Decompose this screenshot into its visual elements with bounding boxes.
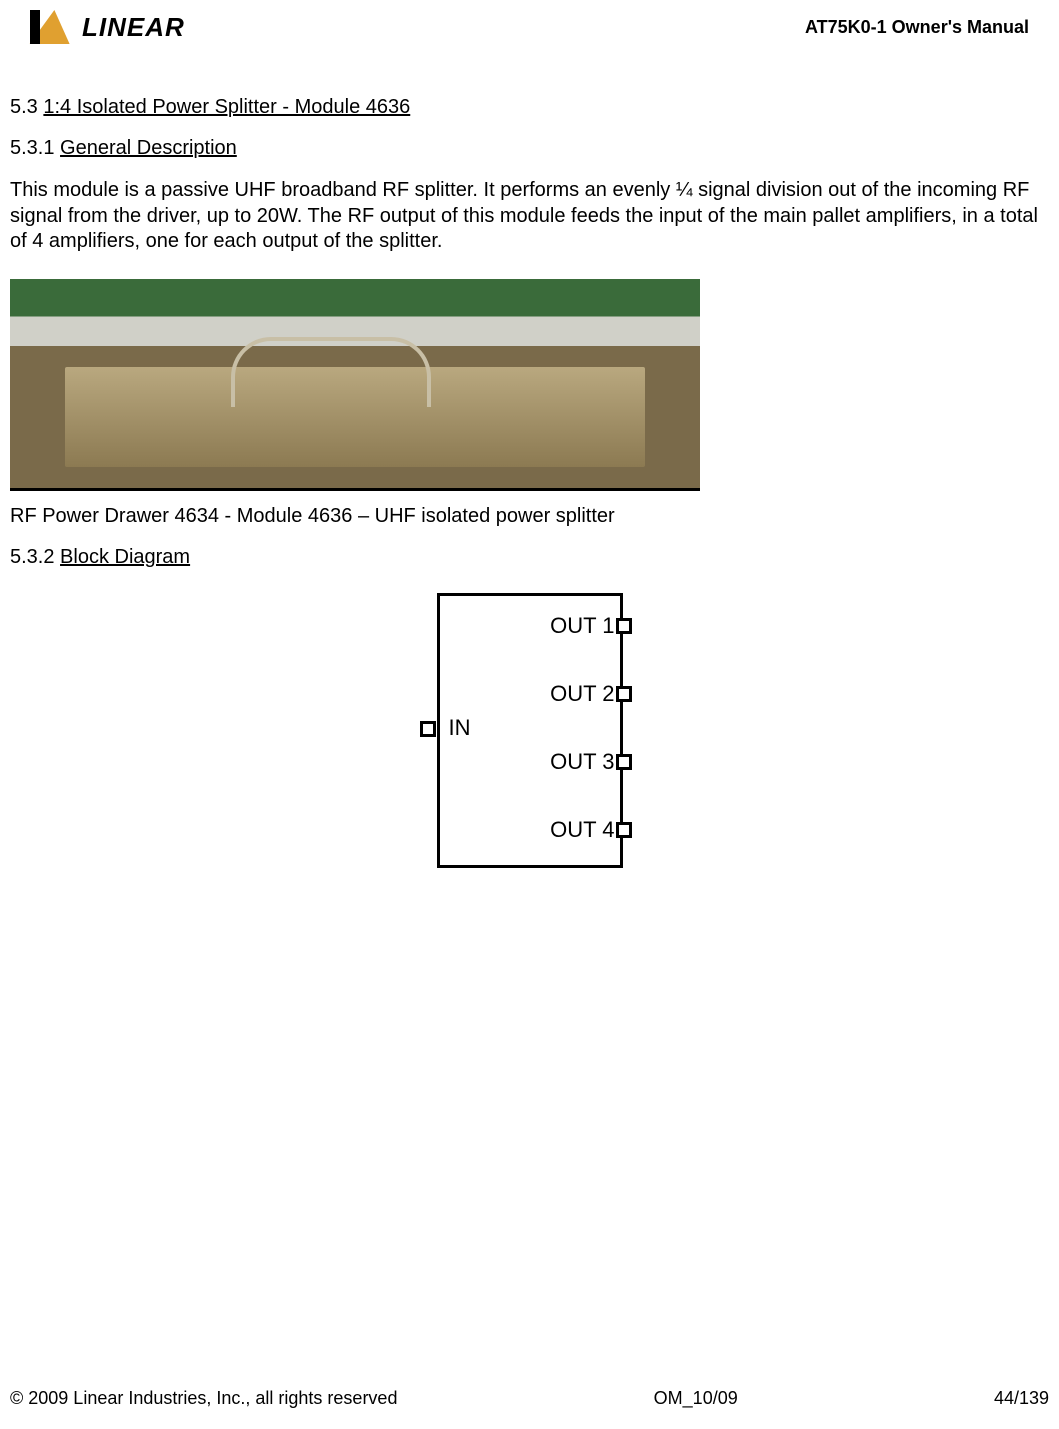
port-out-label: OUT 1	[550, 613, 614, 639]
port-out-connector-icon	[616, 686, 632, 702]
figure-caption: RF Power Drawer 4634 - Module 4636 – UHF…	[10, 505, 1049, 528]
block-diagram: IN OUT 1 OUT 2 OUT 3 OUT 4	[10, 593, 1049, 873]
logo-mark-icon	[30, 10, 76, 44]
footer-page-number: 44/139	[994, 1388, 1049, 1409]
body-paragraph: This module is a passive UHF broadband R…	[10, 178, 1049, 255]
port-out-connector-icon	[616, 618, 632, 634]
port-out-label: OUT 2	[550, 681, 614, 707]
subsection-number: 5.3.1	[10, 137, 54, 159]
section-title: 1:4 Isolated Power Splitter - Module 463…	[43, 96, 410, 118]
port-out-label: OUT 4	[550, 817, 614, 843]
splitter-diagram: IN OUT 1 OUT 2 OUT 3 OUT 4	[415, 593, 645, 873]
section-number: 5.3	[10, 96, 38, 118]
module-photo	[10, 279, 700, 491]
subsection-title: General Description	[60, 137, 237, 159]
page-content: 5.3 1:4 Isolated Power Splitter - Module…	[0, 52, 1059, 873]
subsection-number: 5.3.2	[10, 546, 54, 568]
port-in-connector-icon	[420, 721, 436, 737]
port-in-label: IN	[449, 715, 471, 741]
subsection-heading: 5.3.2 Block Diagram	[10, 546, 1049, 569]
footer-doc-code: OM_10/09	[654, 1388, 738, 1409]
document-title: AT75K0-1 Owner's Manual	[805, 17, 1029, 38]
logo-text: LINEAR	[82, 12, 185, 43]
photo-region-icon	[231, 337, 431, 407]
footer-copyright: © 2009 Linear Industries, Inc., all righ…	[10, 1388, 397, 1409]
page-footer: © 2009 Linear Industries, Inc., all righ…	[10, 1388, 1049, 1409]
subsection-heading: 5.3.1 General Description	[10, 137, 1049, 160]
subsection-title: Block Diagram	[60, 546, 190, 568]
port-out-connector-icon	[616, 822, 632, 838]
port-out-connector-icon	[616, 754, 632, 770]
brand-logo: LINEAR	[30, 10, 185, 44]
section-heading: 5.3 1:4 Isolated Power Splitter - Module…	[10, 96, 1049, 119]
page-header: LINEAR AT75K0-1 Owner's Manual	[0, 0, 1059, 52]
port-out-label: OUT 3	[550, 749, 614, 775]
